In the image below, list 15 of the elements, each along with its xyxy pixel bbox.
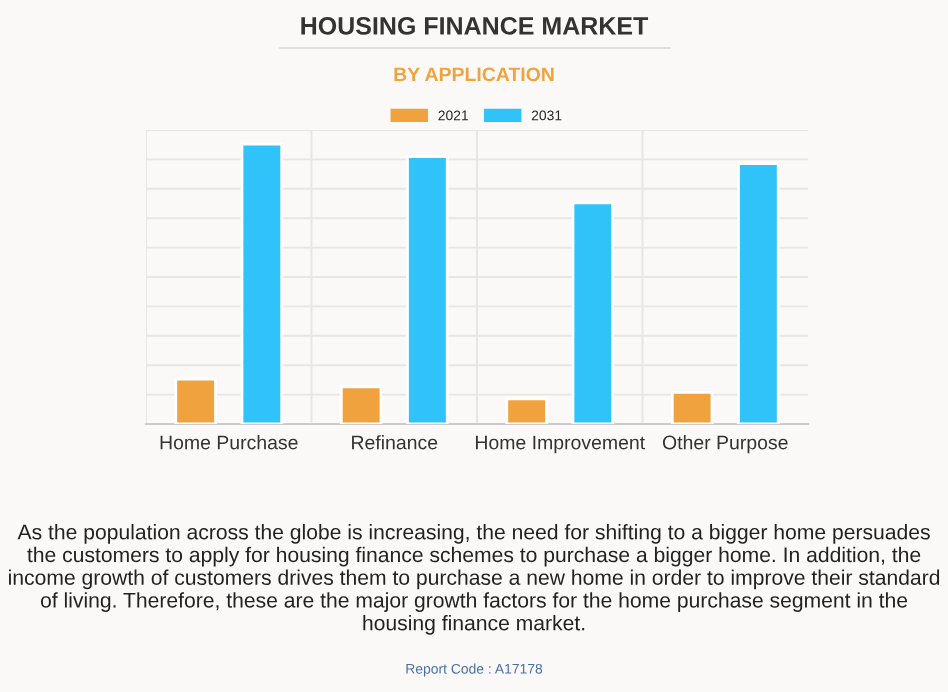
bar xyxy=(571,201,615,424)
bar xyxy=(339,385,383,424)
text: As the population across the globe is increasing, the need for shifting to a bigger home persuades the customers to apply for housing finance schemes to purchase a bigger home. In addition, the income growth of customers drives them to purchase a new home in order to improve their standard of living. Therefore, these are the major growth factors for the home purchase segment in the housing finance market. xyxy=(9,524,940,635)
bar xyxy=(505,397,548,424)
x-tick-label: Refinance xyxy=(352,435,438,450)
bar xyxy=(240,142,284,424)
bar xyxy=(174,377,217,424)
x-tick-label: Home Purchase xyxy=(160,435,298,450)
chart-subtitle: BY APPLICATION xyxy=(394,67,554,82)
x-tick-label: Home Improvement xyxy=(475,435,645,454)
chart-title: HOUSING FINANCE MARKET xyxy=(301,17,649,35)
bar xyxy=(737,162,780,424)
bar xyxy=(406,155,449,424)
bar xyxy=(670,390,714,424)
x-tick-label: Other Purpose xyxy=(662,435,788,454)
